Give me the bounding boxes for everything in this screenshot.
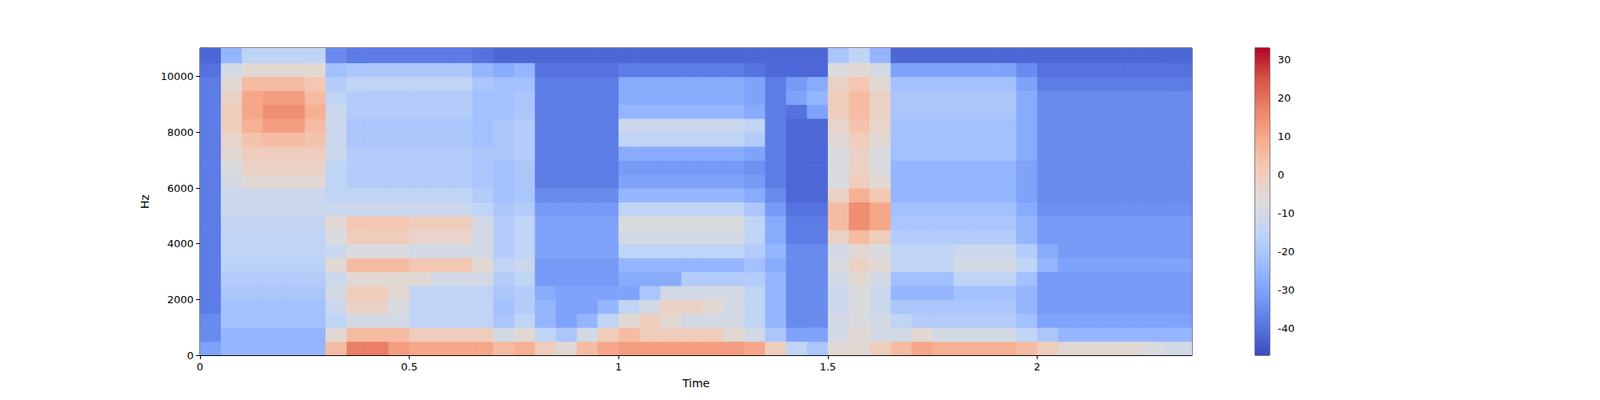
- svg-text:30: 30: [1277, 53, 1292, 66]
- svg-text:0: 0: [196, 360, 204, 373]
- svg-text:10000: 10000: [160, 70, 194, 83]
- svg-text:Time: Time: [681, 376, 710, 390]
- svg-text:2000: 2000: [167, 293, 194, 306]
- svg-text:4000: 4000: [167, 237, 194, 250]
- svg-text:0.5: 0.5: [400, 360, 418, 373]
- svg-text:6000: 6000: [167, 182, 194, 195]
- svg-text:-20: -20: [1277, 245, 1295, 258]
- svg-text:-40: -40: [1277, 322, 1295, 335]
- svg-text:-30: -30: [1277, 284, 1295, 296]
- svg-text:-10: -10: [1277, 207, 1295, 220]
- svg-text:1: 1: [615, 360, 622, 373]
- svg-text:Hz: Hz: [138, 194, 152, 209]
- svg-text:20: 20: [1277, 92, 1292, 104]
- svg-text:0: 0: [187, 349, 194, 362]
- svg-text:0: 0: [1277, 168, 1284, 181]
- svg-text:1.5: 1.5: [819, 360, 836, 373]
- svg-text:10: 10: [1277, 130, 1292, 143]
- svg-text:2: 2: [1033, 360, 1040, 373]
- svg-text:8000: 8000: [167, 126, 194, 139]
